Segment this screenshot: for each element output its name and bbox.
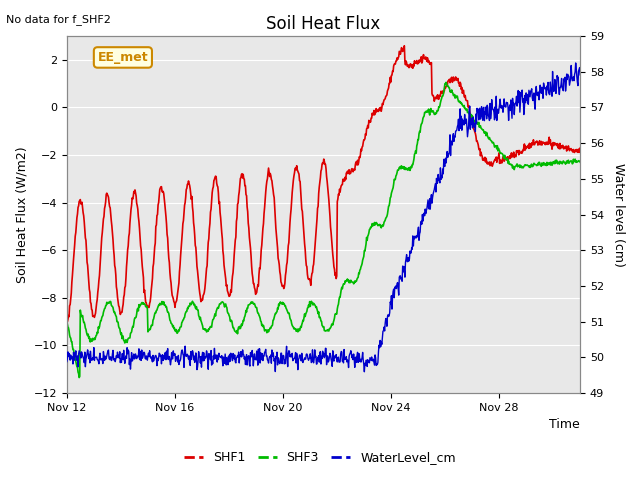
WaterLevel_cm — [492, 115, 499, 120]
SHF3 — [173, 330, 180, 336]
SHF3 — [243, 305, 251, 311]
SHF1 — [401, 43, 408, 48]
X-axis label: Time: Time — [550, 419, 580, 432]
WaterLevel_cm — [360, 369, 368, 374]
Text: EE_met: EE_met — [97, 51, 148, 64]
WaterLevel_cm — [572, 60, 580, 66]
Line: SHF3: SHF3 — [67, 83, 580, 378]
SHF1 — [577, 145, 584, 151]
WaterLevel_cm — [243, 352, 250, 358]
SHF3 — [492, 144, 500, 149]
WaterLevel_cm — [302, 356, 310, 362]
WaterLevel_cm — [172, 354, 180, 360]
Line: SHF1: SHF1 — [67, 46, 580, 322]
WaterLevel_cm — [387, 301, 395, 307]
WaterLevel_cm — [577, 72, 584, 78]
SHF3 — [367, 225, 375, 230]
SHF1 — [303, 263, 310, 268]
SHF3 — [303, 310, 310, 315]
SHF1 — [367, 115, 375, 121]
SHF1 — [387, 79, 395, 85]
SHF1 — [63, 319, 70, 324]
Text: No data for f_SHF2: No data for f_SHF2 — [6, 14, 111, 25]
Title: Soil Heat Flux: Soil Heat Flux — [266, 15, 381, 33]
SHF3 — [442, 80, 450, 85]
SHF1 — [173, 298, 180, 303]
WaterLevel_cm — [63, 359, 70, 364]
SHF1 — [63, 319, 71, 325]
SHF3 — [577, 159, 584, 165]
SHF1 — [492, 154, 500, 160]
SHF3 — [76, 375, 83, 381]
Y-axis label: Water level (cm): Water level (cm) — [612, 163, 625, 266]
SHF1 — [243, 204, 251, 210]
WaterLevel_cm — [367, 358, 375, 363]
SHF3 — [387, 194, 395, 200]
Legend: SHF1, SHF3, WaterLevel_cm: SHF1, SHF3, WaterLevel_cm — [179, 446, 461, 469]
Line: WaterLevel_cm: WaterLevel_cm — [67, 63, 580, 372]
SHF3 — [63, 318, 70, 324]
Y-axis label: Soil Heat Flux (W/m2): Soil Heat Flux (W/m2) — [15, 146, 28, 283]
